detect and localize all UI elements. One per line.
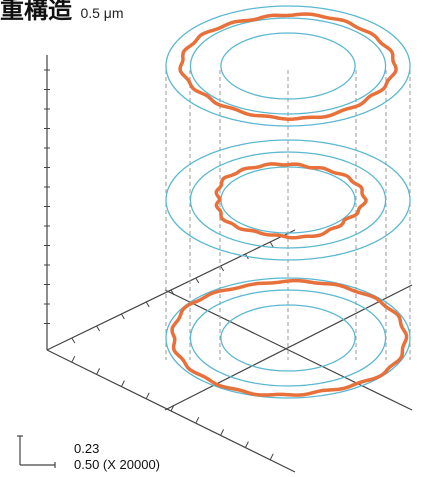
guide-ring [189,17,387,115]
scale-horizontal-label: 0.50 (X 20000) [74,457,161,472]
axis-tick [71,355,76,363]
ring-level-bottom [165,277,411,399]
axis-tick [220,265,225,272]
axis-tick [170,404,175,412]
axis-tick [96,325,101,332]
axis-tick [120,313,125,320]
axis-tick [220,429,225,436]
guide-ring [220,32,356,100]
cross-section-profile [170,278,409,397]
axis-tick [244,441,249,448]
cross-section-profile [178,12,398,121]
axis-tick [96,368,101,375]
title-main: 重構造 [0,0,72,24]
guide-ring [189,289,387,387]
axis-tick [71,337,76,344]
guide-ring [165,277,411,399]
axes [44,55,413,473]
axis-tick [120,380,125,387]
vertical-dashed-guides [165,70,411,360]
guide-ring [189,151,387,249]
axis-tick [145,301,150,308]
axis-tick [170,289,175,296]
cross-section-profile [214,162,368,240]
axis-tick [195,416,200,424]
guide-ring [220,304,356,372]
ring-level-middle [165,139,411,261]
cross-axis-b [164,284,413,411]
guide-ring [165,5,411,127]
axis-tick [269,453,274,461]
axis-tick [195,277,200,284]
axis-tick [145,392,150,400]
scale-bar [17,435,56,468]
ring-levels [165,5,411,399]
title-subtitle: 0.5 μm [80,5,124,21]
guide-ring [165,139,411,261]
figure-title: 重構造 0.5 μm [0,0,124,25]
axis-tick [269,241,274,248]
ring-level-top [165,5,411,127]
scale-vertical-label: 0.23 [74,441,100,456]
